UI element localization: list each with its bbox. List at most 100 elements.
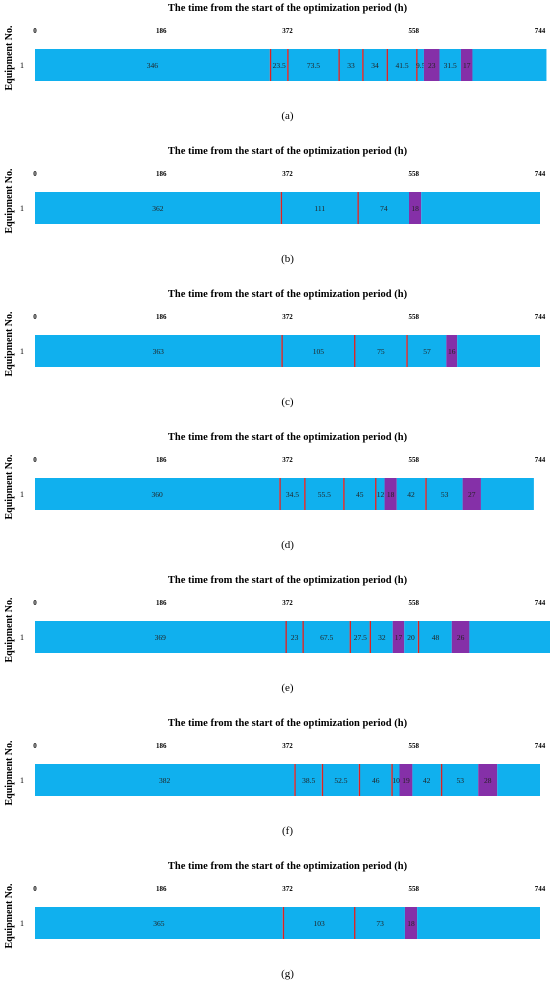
chart-title: The time from the start of the optimizat… [168, 718, 408, 729]
segment-label: 10 [392, 776, 400, 785]
gantt-panel-0: The time from the start of the optimizat… [4, 3, 547, 122]
segment-label: 73 [376, 919, 384, 928]
repair-segment [391, 764, 394, 796]
row-label: 1 [20, 633, 24, 642]
segment-label: 111 [314, 204, 325, 213]
panel-caption: (c) [281, 396, 294, 408]
segment-label: 18 [407, 919, 415, 928]
x-tick-label: 186 [156, 742, 167, 750]
maintenance-segment [460, 49, 473, 81]
x-tick-label: 744 [535, 170, 546, 178]
x-tick-label: 0 [33, 456, 37, 464]
x-tick-label: 186 [156, 170, 167, 178]
segment-label: 45 [356, 490, 364, 499]
run-segment [419, 621, 452, 653]
chart-title: The time from the start of the optimizat… [168, 146, 408, 157]
segment-label: 16 [448, 347, 456, 356]
repair-segment [280, 192, 284, 224]
repair-segment [302, 621, 305, 653]
repair-segment [425, 478, 428, 510]
y-axis-label: Equipment No. [4, 454, 15, 520]
repair-segment [294, 764, 297, 796]
segment-label: 53 [456, 776, 464, 785]
segment-label: 18 [387, 490, 395, 499]
segment-label: 103 [313, 919, 325, 928]
x-tick-label: 0 [33, 170, 37, 178]
repair-segment [338, 49, 341, 81]
x-tick-label: 558 [409, 170, 420, 178]
run-segment [404, 621, 418, 653]
x-tick-label: 0 [33, 742, 37, 750]
panel-caption: (d) [281, 539, 294, 551]
maintenance-segment [404, 907, 418, 939]
run-segment [439, 49, 461, 81]
chart-title: The time from the start of the optimizat… [168, 432, 408, 443]
y-axis-label: Equipment No. [4, 883, 15, 949]
run-segment [426, 478, 463, 510]
segment-label: 360 [152, 490, 164, 499]
row-label: 1 [20, 776, 24, 785]
x-tick-label: 744 [535, 742, 546, 750]
run-segment [284, 907, 355, 939]
chart-title: The time from the start of the optimizat… [168, 289, 408, 300]
segment-label: 365 [153, 919, 165, 928]
maintenance-segment [423, 49, 440, 81]
segment-label: 55.5 [318, 490, 331, 499]
x-tick-label: 186 [156, 599, 167, 607]
maintenance-segment [392, 621, 405, 653]
x-tick-label: 186 [156, 456, 167, 464]
x-tick-label: 186 [156, 27, 167, 35]
segment-label: 20 [407, 633, 415, 642]
repair-segment [304, 478, 307, 510]
run-segment [35, 192, 281, 224]
run-segment [480, 478, 534, 510]
segment-label: 9.5 [416, 61, 426, 70]
maintenance-segment [462, 478, 481, 510]
run-segment [282, 335, 355, 367]
x-tick-label: 0 [33, 885, 37, 893]
repair-segment [287, 49, 290, 81]
run-segment [469, 621, 550, 653]
x-tick-label: 372 [282, 27, 293, 35]
chart-title: The time from the start of the optimizat… [168, 861, 408, 872]
x-tick-label: 372 [282, 170, 293, 178]
run-segment [286, 621, 303, 653]
segment-label: 12 [377, 490, 385, 499]
x-tick-label: 186 [156, 313, 167, 321]
x-tick-label: 558 [409, 599, 420, 607]
segment-label: 34.5 [286, 490, 299, 499]
chart-title: The time from the start of the optimizat… [168, 3, 408, 14]
x-tick-label: 558 [409, 885, 420, 893]
chart-title: The time from the start of the optimizat… [168, 575, 408, 586]
segment-label: 26 [457, 633, 465, 642]
segment-label: 27 [468, 490, 476, 499]
segment-label: 32 [378, 633, 386, 642]
run-segment [288, 49, 339, 81]
repair-segment [375, 478, 378, 510]
repair-segment [343, 478, 346, 510]
repair-segment [321, 764, 325, 796]
run-segment [497, 764, 540, 796]
run-segment [355, 907, 405, 939]
segment-label: 67.5 [320, 633, 333, 642]
segment-label: 346 [147, 61, 159, 70]
x-tick-label: 372 [282, 742, 293, 750]
panel-caption: (b) [281, 253, 294, 265]
segment-label: 34 [371, 61, 379, 70]
run-segment [350, 621, 370, 653]
segment-label: 33 [347, 61, 355, 70]
segment-label: 382 [159, 776, 171, 785]
gantt-panel-6: The time from the start of the optimizat… [4, 861, 546, 980]
segment-label: 18 [411, 204, 419, 213]
maintenance-segment [399, 764, 413, 796]
run-segment [344, 478, 376, 510]
run-segment [35, 764, 295, 796]
row-label: 1 [20, 919, 24, 928]
x-tick-label: 744 [535, 599, 546, 607]
repair-segment [386, 49, 390, 81]
gantt-panel-1: The time from the start of the optimizat… [4, 146, 546, 265]
run-segment [376, 478, 385, 510]
run-segment [407, 335, 447, 367]
maintenance-segment [408, 192, 422, 224]
segment-label: 75 [377, 347, 385, 356]
